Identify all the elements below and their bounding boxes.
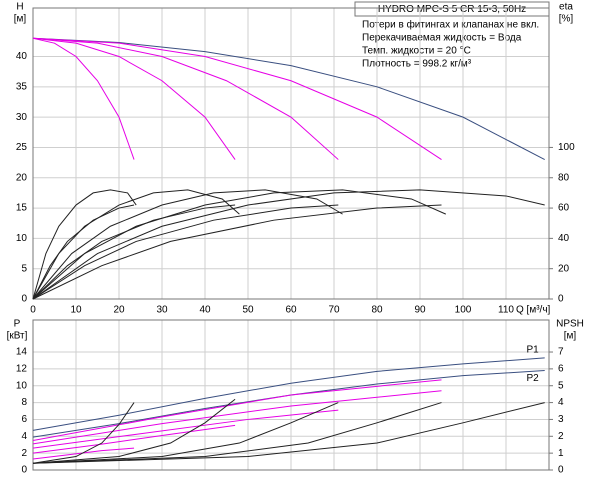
y-axis-label: H xyxy=(16,2,23,13)
curve xyxy=(32,37,135,160)
x-tick-label: 30 xyxy=(156,305,168,316)
y2-tick-label: 0 xyxy=(558,465,564,476)
y2-axis-label: NPSH xyxy=(556,319,584,330)
curve xyxy=(32,189,240,300)
curve xyxy=(32,402,339,464)
curve xyxy=(32,370,545,438)
y2-tick-label: 20 xyxy=(558,263,570,274)
y2-tick-label: 7 xyxy=(558,347,564,358)
curve xyxy=(32,357,545,431)
y-axis-unit: [м] xyxy=(14,14,27,25)
curve xyxy=(32,424,236,454)
y-tick-label: 35 xyxy=(16,81,28,92)
x-tick-label: 10 xyxy=(70,305,82,316)
y2-tick-label: 100 xyxy=(558,142,575,153)
curve xyxy=(32,379,442,442)
y-tick-label: 14 xyxy=(16,347,28,358)
x-tick-label: 40 xyxy=(199,305,211,316)
y2-tick-label: 2 xyxy=(558,431,564,442)
curve xyxy=(32,398,236,464)
y-tick-label: 25 xyxy=(16,142,28,153)
y-tick-label: 20 xyxy=(16,172,28,183)
x-tick-label: 20 xyxy=(113,305,125,316)
y2-tick-label: 60 xyxy=(558,203,570,214)
chart-title: HYDRO MPC-S 5 CR 15-3, 50Hz xyxy=(378,4,526,15)
x-tick-label: 90 xyxy=(414,305,426,316)
y-tick-label: 0 xyxy=(21,465,27,476)
x-tick-label: 100 xyxy=(455,305,472,316)
annotation: Плотность = 998.2 кг/м³ xyxy=(362,59,472,70)
curve xyxy=(32,402,442,464)
curve xyxy=(32,189,545,300)
curve xyxy=(32,204,236,300)
x-axis-label: Q [м³/ч] xyxy=(516,305,551,316)
curve xyxy=(32,37,545,161)
annotation: Темп. жидкости = 20 °C xyxy=(362,46,471,57)
y-tick-label: 6 xyxy=(21,414,27,425)
y2-tick-label: 40 xyxy=(558,233,570,244)
y-tick-label: 8 xyxy=(21,397,27,408)
x-tick-label: 50 xyxy=(242,305,254,316)
y-tick-label: 15 xyxy=(16,203,28,214)
curve xyxy=(32,189,343,300)
y2-axis-unit: [%] xyxy=(559,14,574,25)
x-tick-label: 70 xyxy=(328,305,340,316)
y2-tick-label: 5 xyxy=(558,380,564,391)
y2-tick-label: 80 xyxy=(558,172,570,183)
x-tick-label: 80 xyxy=(371,305,383,316)
y-tick-label: 40 xyxy=(16,51,28,62)
curve xyxy=(32,37,236,160)
curve xyxy=(32,402,135,464)
x-tick-label: 110 xyxy=(498,305,514,316)
annotation: Потери в фитингах и клапанах не вкл. xyxy=(362,19,539,31)
y-tick-label: 10 xyxy=(16,380,28,391)
y-tick-label: 5 xyxy=(21,263,27,274)
y-tick-label: 10 xyxy=(16,233,28,244)
x-tick-label: 60 xyxy=(285,305,297,316)
curve xyxy=(32,37,442,160)
y2-tick-label: 4 xyxy=(558,397,564,408)
annotation: Перекачиваемая жидкость = Вода xyxy=(362,33,522,44)
y-axis-label: P xyxy=(14,319,21,330)
y2-axis-label: eta xyxy=(559,2,573,13)
y-tick-label: 0 xyxy=(21,294,27,305)
curve xyxy=(32,189,447,300)
curve xyxy=(32,204,135,300)
y-tick-label: 4 xyxy=(21,431,27,442)
y2-axis-unit: [м] xyxy=(564,331,577,342)
curve xyxy=(32,409,339,449)
curve xyxy=(32,447,135,460)
curve-label: P1 xyxy=(526,345,539,356)
curve xyxy=(32,204,339,300)
y-tick-label: 12 xyxy=(16,364,28,375)
y2-tick-label: 0 xyxy=(558,294,564,305)
y-axis-unit: [кВт] xyxy=(7,331,28,342)
x-tick-label: 0 xyxy=(30,305,36,316)
curve xyxy=(32,189,137,300)
curve xyxy=(32,37,339,160)
y-tick-label: 2 xyxy=(21,448,27,459)
curve xyxy=(32,204,442,300)
plot-frame xyxy=(32,7,550,300)
curve-label: P2 xyxy=(526,373,539,384)
plot-frame xyxy=(32,319,550,471)
y2-tick-label: 6 xyxy=(558,364,564,375)
curve xyxy=(32,402,545,464)
y2-tick-label: 1 xyxy=(558,448,564,459)
y2-tick-label: 3 xyxy=(558,414,564,425)
y-tick-label: 30 xyxy=(16,112,28,123)
curve xyxy=(32,390,442,445)
